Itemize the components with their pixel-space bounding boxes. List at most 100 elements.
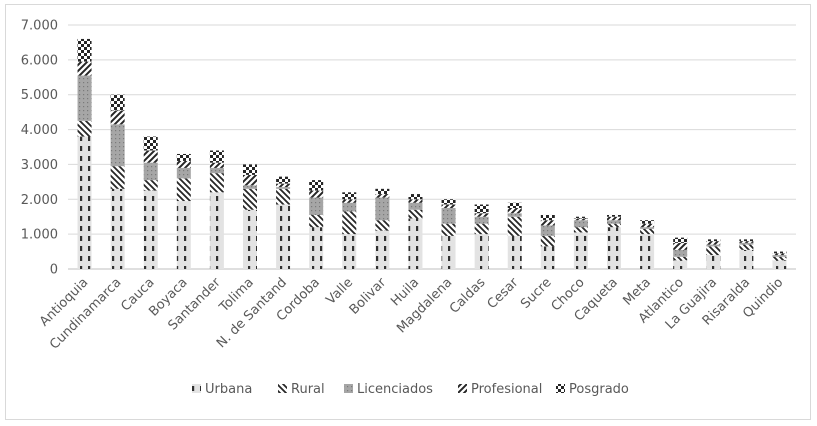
bar-segment-profesional — [540, 220, 555, 226]
bar-segment-urbana — [739, 249, 754, 269]
bar-segment-posgrado — [474, 204, 489, 214]
bar-segment-posgrado — [673, 237, 688, 243]
bar-segment-licenciados — [739, 242, 754, 245]
bar-segment-licenciados — [209, 167, 224, 174]
y-tick-label: 3.000 — [21, 158, 58, 173]
bar-segment-urbana — [441, 235, 456, 269]
bars — [77, 38, 787, 269]
bar-segment-urbana — [110, 188, 125, 269]
bar-segment-urbana — [640, 234, 655, 269]
bar-segment-posgrado — [739, 239, 754, 242]
bar-segment-posgrado — [573, 216, 588, 219]
bar-segment-profesional — [110, 110, 125, 125]
bar-segment-posgrado — [77, 38, 92, 62]
legend-label: Licenciados — [357, 382, 433, 397]
bar-segment-urbana — [143, 190, 158, 269]
bar-segment-posgrado — [176, 153, 191, 161]
bar-segment-rural — [276, 188, 291, 205]
bar-segment-rural — [176, 178, 191, 202]
y-tick-label: 5.000 — [21, 88, 58, 103]
bar-segment-rural — [640, 228, 655, 235]
bar-segment-urbana — [474, 234, 489, 269]
bar-segment-urbana — [507, 235, 522, 269]
bar-segment-posgrado — [276, 176, 291, 184]
bar-segment-posgrado — [375, 188, 390, 195]
bar-segment-rural — [309, 214, 324, 228]
bar-segment-licenciados — [176, 167, 191, 179]
bar-segment-profesional — [573, 218, 588, 221]
y-tick-label: 7.000 — [21, 19, 58, 34]
bar-segment-profesional — [342, 199, 357, 203]
bar-segment-profesional — [276, 183, 291, 188]
bar-segment-rural — [375, 220, 390, 231]
bar-segment-rural — [540, 235, 555, 247]
bar-segment-licenciados — [640, 227, 655, 229]
bar-segment-rural — [110, 166, 125, 189]
bar-segment-licenciados — [408, 202, 423, 210]
bar-segment-rural — [607, 223, 621, 228]
x-tick-label: Sucre — [518, 275, 555, 312]
bar-segment-urbana — [276, 204, 291, 269]
bar-segment-posgrado — [772, 251, 787, 254]
bar-segment-urbana — [176, 201, 191, 269]
bar-segment-rural — [507, 216, 522, 236]
x-axis-ticks: AntioquiaCundinamarcaCaucaBoyacaSantande… — [37, 275, 786, 353]
bar-segment-licenciados — [110, 124, 125, 167]
bar-segment-posgrado — [706, 239, 721, 242]
bar-segment-posgrado — [209, 150, 224, 163]
bar-segment-profesional — [507, 208, 522, 214]
bar-segment-urbana — [573, 232, 588, 269]
bar-segment-licenciados — [143, 162, 158, 181]
bar-segment-licenciados — [441, 208, 456, 224]
bar-segment-rural — [77, 120, 92, 137]
bar-segment-rural — [209, 173, 224, 193]
bar-segment-rural — [706, 246, 721, 256]
legend: Urbana Rural Licenciados Profesional Posgrad… — [192, 382, 629, 397]
bar-segment-urbana — [342, 234, 357, 269]
bar-segment-profesional — [309, 190, 324, 198]
bar-segment-profesional — [640, 223, 655, 228]
bar-segment-rural — [408, 209, 423, 219]
x-tick-label: Cesar — [485, 275, 522, 312]
bar-segment-profesional — [607, 216, 621, 221]
bar-segment-profesional — [673, 242, 688, 250]
bar-segment-urbana — [540, 246, 555, 269]
bar-segment-licenciados — [276, 187, 291, 189]
bar-segment-profesional — [408, 199, 423, 203]
bar-segment-licenciados — [77, 75, 92, 121]
bar-segment-rural — [474, 223, 489, 235]
x-tick-label: Bolivar — [347, 275, 390, 318]
bar-segment-rural — [739, 244, 754, 250]
x-tick-label: Caldas — [447, 275, 489, 317]
bar-segment-licenciados — [507, 213, 522, 217]
y-tick-label: 4.000 — [21, 123, 58, 138]
legend-label: Rural — [291, 382, 325, 397]
bar-segment-licenciados — [706, 244, 721, 247]
bar-segment-licenciados — [243, 185, 257, 189]
bar-segment-urbana — [772, 260, 787, 269]
bar-segment-profesional — [375, 194, 390, 198]
legend-swatch — [458, 384, 467, 393]
bar-segment-profesional — [706, 241, 721, 245]
y-tick-label: 1.000 — [21, 228, 58, 243]
bar-segment-urbana — [309, 227, 324, 269]
bar-segment-posgrado — [640, 220, 655, 224]
bar-segment-rural — [573, 227, 588, 233]
bar-segment-rural — [772, 256, 787, 261]
bar-segment-profesional — [772, 253, 787, 256]
y-tick-label: 0 — [50, 263, 58, 278]
legend-label: Urbana — [205, 382, 252, 397]
bar-segment-urbana — [243, 209, 257, 269]
bar-segment-urbana — [209, 192, 224, 269]
bar-segment-posgrado — [110, 94, 125, 111]
bar-segment-profesional — [77, 61, 92, 76]
bar-segment-licenciados — [474, 216, 489, 224]
y-tick-label: 2.000 — [21, 193, 58, 208]
bar-segment-profesional — [143, 150, 158, 163]
bar-segment-posgrado — [243, 164, 257, 175]
bar-segment-licenciados — [673, 249, 688, 257]
bar-segment-profesional — [474, 213, 489, 217]
bar-segment-urbana — [77, 136, 92, 269]
bar-segment-urbana — [607, 227, 621, 269]
bar-segment-posgrado — [408, 194, 423, 200]
